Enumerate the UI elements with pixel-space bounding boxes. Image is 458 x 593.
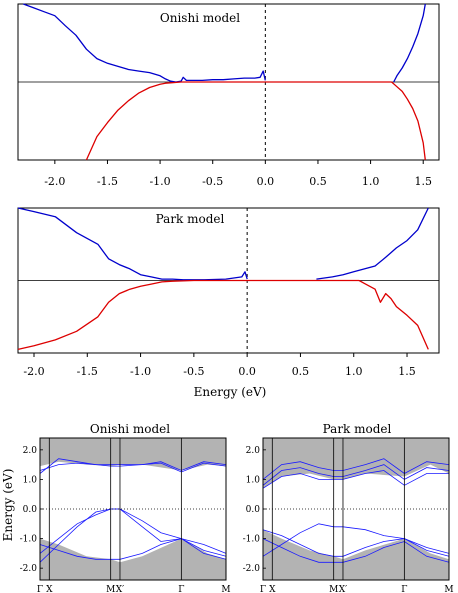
k-point-label: X′ (339, 585, 347, 593)
dos-xlabel: Energy (eV) (194, 385, 267, 399)
k-point-label: Γ (178, 585, 184, 593)
y-tick-label: 0.0 (246, 505, 261, 515)
k-point-label: M (106, 585, 115, 593)
k-point-label: X (269, 585, 276, 593)
k-point-label: X′ (116, 585, 124, 593)
x-tick-label: -0.5 (183, 365, 204, 378)
k-point-label: Γ (401, 585, 407, 593)
k-point-label: X (46, 585, 53, 593)
dos-title-park: Park model (156, 212, 225, 226)
dos-series-3 (358, 279, 429, 350)
lower-shaded-region (40, 538, 226, 580)
x-tick-label: -2.0 (23, 365, 44, 378)
band-title-park: Park model (323, 422, 392, 436)
upper-shaded-region (263, 438, 449, 489)
dos-series-0 (23, 3, 266, 83)
plot-frame (262, 437, 450, 581)
x-tick-label: 1.0 (362, 175, 380, 188)
y-tick-label: 1.0 (246, 475, 261, 485)
y-tick-label: 2.0 (246, 446, 261, 456)
upper-shaded-region (40, 438, 226, 471)
y-tick-label: 0.0 (23, 505, 38, 515)
x-tick-label: 1.5 (414, 175, 432, 188)
x-tick-label: 1.0 (345, 365, 363, 378)
dos-series-1 (393, 3, 426, 83)
x-tick-label: 1.5 (398, 365, 416, 378)
k-point-label: Γ (260, 585, 266, 593)
band-panel-onishi: Onishi model Energy (eV) Γ X M X′ Γ M2.01.00.… (1, 422, 231, 593)
y-tick-label: -1.0 (20, 535, 38, 545)
k-point-label: Γ (37, 585, 43, 593)
dos-series-2 (17, 279, 360, 351)
band-panel-park: Park model Γ X M X′ Γ M2.01.00.0-1.0-2.0 (243, 422, 454, 593)
y-tick-label: 2.0 (23, 446, 38, 456)
x-tick-label: -2.0 (44, 175, 65, 188)
x-tick-label: -1.5 (77, 365, 98, 378)
y-tick-label: -2.0 (243, 564, 261, 574)
lower-shaded-region (263, 529, 449, 580)
k-point-label: M (221, 585, 230, 593)
dos-series-3 (391, 81, 426, 161)
x-tick-label: -1.0 (149, 175, 170, 188)
x-tick-label: 0.5 (292, 365, 310, 378)
dos-series-0 (17, 207, 248, 281)
band-title-onishi: Onishi model (90, 422, 170, 436)
dos-panel-park: Park model Energy (eV) -2.0 -1.5 -1.0 -0.5 0… (17, 207, 440, 399)
dos-title-onishi: Onishi model (160, 11, 240, 25)
x-tick-label: -0.5 (202, 175, 223, 188)
dos-panel-onishi: Onishi model -2.0 -1.5 -1.0 -0.5 0.0 0.5 1.0 1.… (17, 3, 440, 188)
band-ylabel: Energy (eV) (1, 469, 15, 542)
x-tick-label: 0.0 (238, 365, 256, 378)
dos-series-2 (85, 81, 392, 161)
x-tick-label: -1.5 (97, 175, 118, 188)
y-tick-label: -1.0 (243, 535, 261, 545)
x-tick-label: 0.0 (257, 175, 275, 188)
dos-series-1 (316, 207, 429, 280)
k-point-label: M (444, 585, 453, 593)
x-tick-label: -1.0 (130, 365, 151, 378)
plot-frame (39, 437, 227, 581)
k-point-label: M (329, 585, 338, 593)
y-tick-label: 1.0 (23, 475, 38, 485)
x-tick-label: 0.5 (309, 175, 327, 188)
y-tick-label: -2.0 (20, 564, 38, 574)
